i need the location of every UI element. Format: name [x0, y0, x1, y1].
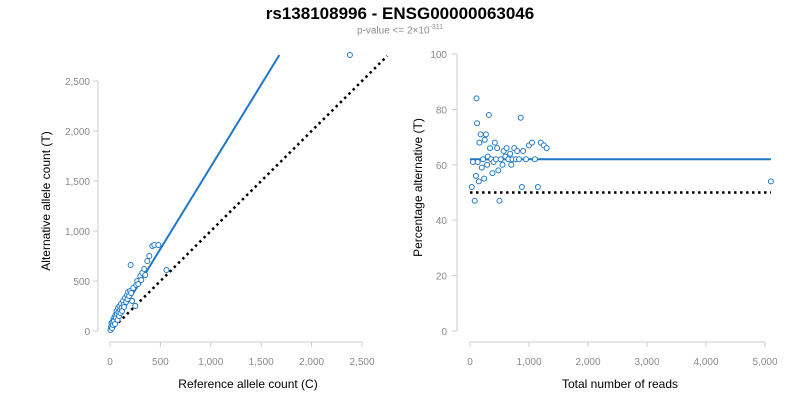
x-tick-label: 2,000 [299, 357, 324, 368]
allele-count-scatter-chart: 0 500 1,000 1,500 2,000 2,500 0 500 1,000 1,500 2,… [39, 52, 389, 391]
y-tick-label: 1,000 [65, 227, 90, 238]
page-title: rs138108996 - ENSG00000063046 [265, 4, 535, 23]
data-point [499, 161, 506, 168]
data-point [767, 178, 774, 185]
data-point [141, 266, 148, 272]
data-point [479, 156, 486, 163]
x-axis-title: Total number of reads [562, 377, 678, 391]
data-point [474, 159, 481, 166]
data-point [482, 131, 489, 138]
data-point [473, 95, 480, 102]
data-point [489, 170, 496, 177]
y-tick-label: 500 [73, 277, 90, 288]
x-tick-label: 1,000 [198, 357, 223, 368]
y-tick-label: 20 [436, 272, 448, 283]
data-point [484, 161, 491, 168]
data-point [497, 156, 504, 163]
data-point [474, 120, 481, 127]
data-point [129, 298, 136, 304]
y-tick-label: 40 [436, 216, 448, 227]
data-point [121, 304, 128, 310]
data-point [481, 136, 488, 143]
x-tick-label: 0 [467, 357, 473, 368]
data-point [496, 197, 503, 204]
data-point [487, 145, 494, 152]
data-point [132, 303, 139, 309]
data-point [515, 156, 522, 163]
data-point [534, 183, 541, 190]
data-point [514, 147, 521, 154]
p-value-exponent: -311 [429, 24, 444, 31]
x-tick-label: 1,500 [249, 357, 274, 368]
data-point [477, 131, 484, 138]
data-point [144, 258, 151, 264]
x-tick-label: 4,000 [693, 357, 718, 368]
data-point [138, 277, 145, 283]
x-tick-label: 1,000 [516, 357, 541, 368]
x-tick-label: 5,000 [752, 357, 777, 368]
x-tick-label: 2,000 [575, 357, 600, 368]
data-point [163, 267, 170, 273]
data-point [485, 111, 492, 118]
data-point [520, 147, 527, 154]
percentage-alternative-chart: 0 1,000 2,000 3,000 4,000 5,000 0 20 40 60 80 100 To… [411, 50, 778, 391]
data-point [127, 262, 134, 268]
data-point [481, 175, 488, 182]
y-tick-label: 1,500 [65, 177, 90, 188]
data-point [142, 272, 149, 278]
data-point [128, 290, 135, 296]
y-axis-title: Alternative allele count (T) [39, 131, 53, 270]
y-tick-label: 2,500 [65, 77, 90, 88]
data-point [517, 114, 524, 121]
data-point [507, 150, 514, 157]
y-tick-label: 60 [436, 161, 448, 172]
y-tick-label: 0 [441, 327, 447, 338]
data-point [494, 145, 501, 152]
p-value-text: p-value <= 2×10 [356, 25, 430, 37]
data-point [518, 183, 525, 190]
data-point [146, 253, 153, 259]
data-point [346, 52, 353, 58]
x-tick-label: 500 [152, 357, 169, 368]
x-tick-label: 2,500 [349, 357, 374, 368]
reference-line [109, 55, 389, 332]
y-tick-label: 2,000 [65, 127, 90, 138]
data-point [135, 281, 142, 287]
data-point [528, 139, 535, 146]
data-point [472, 172, 479, 179]
y-tick-label: 80 [436, 105, 448, 116]
data-point [531, 156, 538, 163]
data-point [471, 197, 478, 204]
data-point [543, 145, 550, 152]
y-tick-label: 0 [84, 327, 90, 338]
data-point [503, 145, 510, 152]
data-point [523, 156, 530, 163]
data-point [478, 164, 485, 171]
data-point [468, 183, 475, 190]
p-value-subtitle: p-value <= 2×10-311 [0, 24, 800, 36]
data-point [475, 178, 482, 185]
x-axis-title: Reference allele count (C) [178, 377, 317, 391]
data-point [495, 167, 502, 174]
x-tick-label: 0 [107, 357, 113, 368]
data-point [155, 242, 162, 248]
y-tick-label: 100 [430, 50, 447, 61]
data-point [491, 139, 498, 146]
data-point [476, 139, 483, 146]
x-tick-label: 3,000 [634, 357, 659, 368]
data-point [508, 161, 515, 168]
y-axis-title: Percentage alternative (T) [411, 118, 425, 257]
